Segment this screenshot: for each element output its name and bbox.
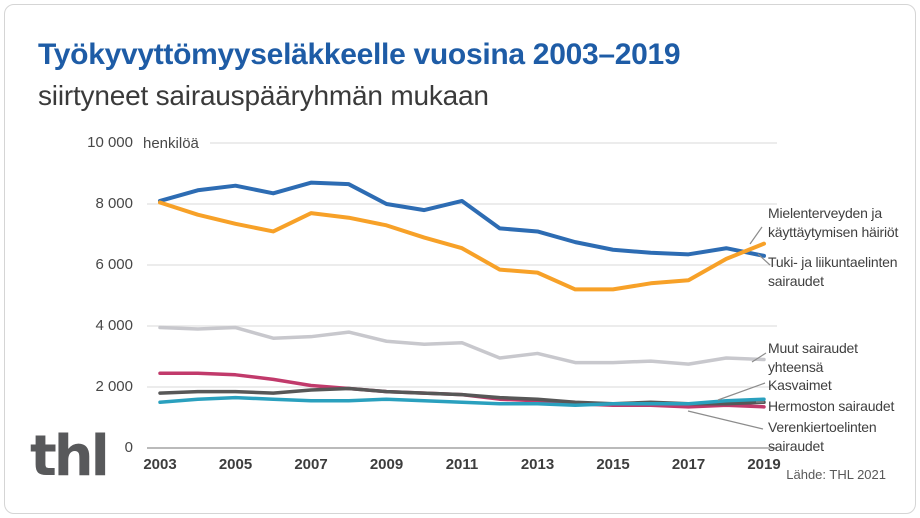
source-text: Lähde: THL 2021 xyxy=(786,467,886,482)
thl-logo: thl xyxy=(30,424,110,489)
x-tick-label: 2007 xyxy=(294,456,328,473)
x-tick-label: 2013 xyxy=(520,456,555,473)
legend-leader-line xyxy=(757,253,771,266)
series-line-0 xyxy=(158,325,766,366)
series-line-4 xyxy=(158,180,766,258)
y-tick-label: 2 000 xyxy=(95,378,133,395)
x-tick-label: 2015 xyxy=(596,456,630,473)
legend-leader-line xyxy=(687,410,764,430)
page-subtitle: siirtyneet sairauspääryhmän mukaan xyxy=(38,80,489,111)
x-tick-label: 2017 xyxy=(671,456,706,473)
legend-label-verenkiertoelinten: Verenkiertoelinten sairaudet xyxy=(768,419,877,454)
legend-leader-line xyxy=(717,382,766,401)
y-tick-label: 10 000 xyxy=(87,134,133,151)
y-axis-unit-label: henkilöä xyxy=(143,135,199,152)
legend-label-muut-sairaudet: Muut sairaudet yhteensä xyxy=(768,340,858,375)
y-tick-label: 6 000 xyxy=(95,256,133,273)
x-tick-label: 2011 xyxy=(445,456,479,473)
x-tick-label: 2019 xyxy=(747,456,781,473)
legend-label-mielenterveys: Mielenterveyden ja käyttäytymisen häiriö… xyxy=(768,205,899,240)
series-line-5 xyxy=(158,200,766,292)
x-tick-label: 2005 xyxy=(218,456,253,473)
legend-label-kasvaimet: Kasvaimet xyxy=(768,377,832,393)
x-tick-label: 2003 xyxy=(143,456,177,473)
y-tick-label: 0 xyxy=(124,439,133,456)
legend-label-hermoston: Hermoston sairaudet xyxy=(768,398,895,414)
y-tick-label: 4 000 xyxy=(95,317,133,334)
page-title: Työkyvyttömyyseläkkeelle vuosina 2003–20… xyxy=(38,38,681,71)
series-line-3 xyxy=(158,395,766,408)
legend-leader-line xyxy=(751,352,767,363)
legend-leader-line xyxy=(749,226,763,245)
x-tick-label: 2009 xyxy=(369,456,404,473)
legend-label-tuki-ja-liikuntaelinten: Tuki- ja liikuntaelinten sairaudet xyxy=(768,254,898,289)
y-tick-label: 8 000 xyxy=(95,195,133,212)
